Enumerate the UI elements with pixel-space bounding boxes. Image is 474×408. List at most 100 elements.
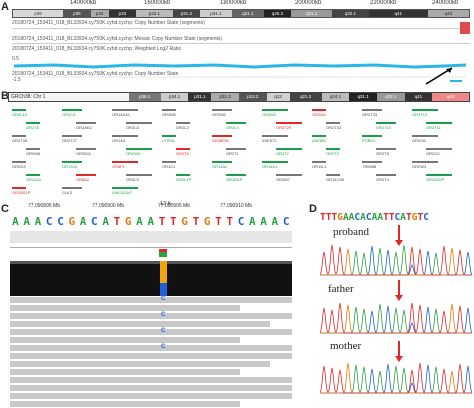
gene-label[interactable]: OR2L3: [226, 125, 239, 130]
band: q21.2: [289, 93, 322, 101]
reference-base: A: [248, 215, 257, 228]
read-alignments[interactable]: C C C C: [10, 296, 292, 407]
gene-label[interactable]: OR14A16: [112, 112, 130, 117]
gene-label[interactable]: OR2G3: [12, 164, 26, 169]
gene-label[interactable]: OR2C3: [62, 112, 76, 117]
gene-label[interactable]: OR2T2: [276, 151, 289, 156]
gene-label[interactable]: OR2T11: [426, 125, 441, 130]
gene-label[interactable]: OR2W3: [126, 151, 141, 156]
read[interactable]: C: [10, 296, 292, 303]
chromatogram-mother: [320, 362, 472, 394]
gene-label[interactable]: OR2T33: [362, 112, 378, 117]
read[interactable]: [10, 393, 292, 399]
read[interactable]: [10, 321, 270, 327]
band: q43: [432, 93, 469, 101]
band: p31.1: [188, 93, 212, 101]
chromosome-ideogram[interactable]: p36 p35 p34 p33 p32.1 p31.3 p31.1 q21.1 …: [12, 9, 470, 18]
gene-label[interactable]: OR2M5: [162, 112, 176, 117]
gene-label[interactable]: OR2T35: [12, 138, 28, 143]
gene-label[interactable]: OR2B11: [76, 151, 92, 156]
gene-bar: [176, 174, 190, 176]
gene-bar: [426, 174, 452, 176]
coverage-pileup: [10, 261, 292, 296]
position-label: 77.090900 Mb: [92, 203, 124, 209]
gene-label[interactable]: ZNF672: [262, 138, 277, 143]
gene-label[interactable]: SH3BP5L: [212, 138, 230, 143]
gene-label[interactable]: OR2M3: [262, 112, 276, 117]
gene-bar: [12, 109, 26, 111]
gene-label[interactable]: OR14C36: [326, 177, 344, 182]
gene-label[interactable]: OR2L1P: [176, 177, 192, 182]
read[interactable]: [10, 401, 240, 407]
gene-label[interactable]: OR2M7: [276, 177, 290, 182]
gene-label[interactable]: OR2W5: [26, 151, 41, 156]
gene-label[interactable]: OR11L1: [312, 164, 327, 169]
gene-label[interactable]: OR2G6: [412, 138, 426, 143]
gene-label[interactable]: OR2T5: [376, 151, 389, 156]
gene-bar: [412, 109, 438, 111]
read[interactable]: [10, 361, 270, 367]
gene-label[interactable]: OR13G1: [62, 164, 78, 169]
gene-label[interactable]: OR2AS1P: [12, 190, 31, 195]
gene-label[interactable]: OR2L5: [126, 177, 139, 182]
read[interactable]: [10, 305, 240, 311]
gene-label[interactable]: PGBD2: [362, 138, 376, 143]
gene-label[interactable]: OR2L8: [126, 125, 139, 130]
gene-label[interactable]: LYPD8: [162, 138, 175, 143]
read[interactable]: C: [10, 312, 292, 319]
variant-marker: [159, 249, 167, 257]
read[interactable]: [10, 369, 240, 375]
gene-bar: [26, 122, 40, 124]
chromosome-ideogram[interactable]: GRCh38: Chr 1 p36.1 p34.1 p31.1 p21.3 p1…: [8, 92, 470, 102]
panel-c-igv: 77.090895 Mb 77.090900 Mb 77.090905 Mb 7…: [10, 201, 292, 408]
gene-label[interactable]: CLK3: [62, 190, 73, 195]
gene-label[interactable]: OR2T12: [412, 112, 428, 117]
gene-label[interactable]: OR2G2: [426, 151, 440, 156]
reference-base: A: [102, 215, 110, 228]
gene-label[interactable]: OR2W3: [412, 164, 427, 169]
gene-label[interactable]: OR2T1: [226, 151, 239, 156]
gene-bar: [226, 148, 246, 150]
band: q43: [427, 10, 469, 17]
gene-label[interactable]: ZNF692: [312, 138, 327, 143]
gene-label[interactable]: OR2M2: [212, 112, 226, 117]
gene-label[interactable]: OR6B2: [76, 177, 90, 182]
panel-label-d: D: [309, 203, 317, 215]
gene-label[interactable]: OR2AK2: [76, 125, 92, 130]
gene-label[interactable]: OR14K1: [262, 164, 278, 169]
gene-label[interactable]: OR2T34: [326, 125, 342, 130]
gene-label[interactable]: OR6F1: [112, 164, 125, 169]
gene-label[interactable]: OR2AS2P: [426, 177, 445, 182]
coord-label: 200000kb: [295, 0, 322, 6]
reference-base: A: [271, 215, 279, 228]
gene-label[interactable]: TRIM58: [362, 164, 377, 169]
gene-label[interactable]: OR1C1: [162, 164, 176, 169]
gene-label[interactable]: OR2T4: [376, 177, 389, 182]
gene-label[interactable]: OR2M1P: [226, 177, 243, 182]
read[interactable]: C: [10, 328, 292, 335]
gene-label[interactable]: OR2L13: [12, 112, 27, 117]
read[interactable]: [10, 377, 292, 383]
gene-bar: [226, 174, 246, 176]
gene-bar: [62, 109, 82, 111]
gene-label[interactable]: OR2L2: [176, 125, 189, 130]
read[interactable]: [10, 385, 292, 391]
gene-label[interactable]: OR2T29: [276, 125, 292, 130]
gene-label[interactable]: OR2T10: [376, 125, 392, 130]
gene-label[interactable]: OR14A2: [212, 164, 228, 169]
gene-label[interactable]: OR2AJ1: [26, 177, 42, 182]
sanger-base: T: [325, 212, 332, 223]
gene-label[interactable]: OR2M4: [312, 112, 326, 117]
gene-bar: [112, 161, 138, 163]
read[interactable]: C: [10, 344, 292, 351]
gene-label[interactable]: OR2T6: [176, 151, 189, 156]
gene-bar: [126, 174, 152, 176]
read[interactable]: [10, 353, 292, 359]
sanger-base: A: [377, 212, 384, 223]
gene-label[interactable]: LINC01347: [112, 190, 133, 195]
gene-label[interactable]: OR2T8: [26, 125, 39, 130]
read[interactable]: [10, 337, 240, 343]
gene-label[interactable]: OR14I1: [112, 138, 126, 143]
gene-label[interactable]: OR2T3: [326, 151, 339, 156]
gene-label[interactable]: OR2T27: [62, 138, 78, 143]
